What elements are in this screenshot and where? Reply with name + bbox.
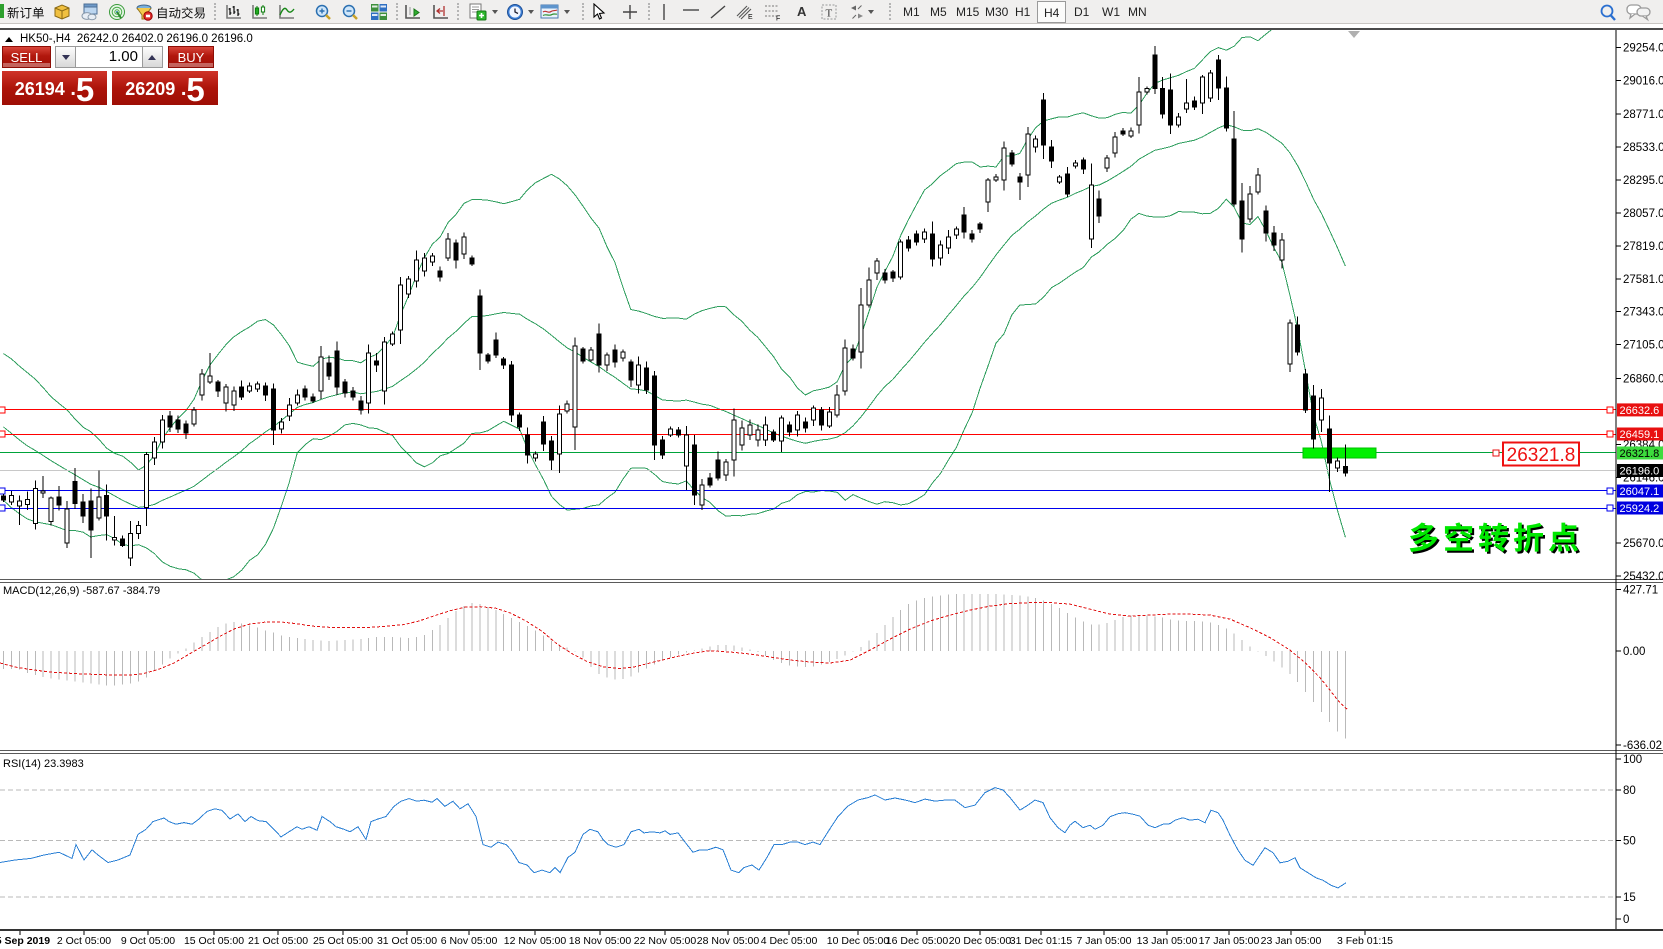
svg-text:28533.0: 28533.0 [1623,142,1663,154]
svg-text:0: 0 [1623,914,1629,926]
svg-text:28 Nov 05:00: 28 Nov 05:00 [697,935,760,947]
svg-text:18 Nov 05:00: 18 Nov 05:00 [569,935,632,947]
svg-text:29254.0: 29254.0 [1623,42,1663,54]
svg-text:28057.0: 28057.0 [1623,208,1663,220]
svg-text:100: 100 [1623,754,1642,766]
svg-text:25924.2: 25924.2 [1620,503,1660,515]
svg-text:26196.0: 26196.0 [1620,466,1660,478]
svg-text:F: F [776,16,780,22]
svg-text:26459.1: 26459.1 [1620,429,1660,441]
svg-text:6 Nov 05:00: 6 Nov 05:00 [441,935,498,947]
svg-text:10 Dec 05:00: 10 Dec 05:00 [827,935,890,947]
svg-text:17 Jan 05:00: 17 Jan 05:00 [1199,935,1260,947]
svg-text:2 Oct 05:00: 2 Oct 05:00 [57,935,111,947]
svg-text:31 Oct 05:00: 31 Oct 05:00 [377,935,437,947]
svg-text:-636.02: -636.02 [1623,740,1662,752]
svg-text:MACD(12,26,9) -587.67 -384.79: MACD(12,26,9) -587.67 -384.79 [3,585,160,597]
svg-text:26321.8: 26321.8 [1620,448,1660,460]
svg-text:26632.6: 26632.6 [1620,405,1660,417]
svg-text:25 Sep 2019: 25 Sep 2019 [0,935,50,947]
svg-text:27819.0: 27819.0 [1623,241,1663,253]
svg-text:25432.0: 25432.0 [1623,571,1663,583]
svg-text:E: E [748,14,753,21]
svg-text:16 Dec 05:00: 16 Dec 05:00 [886,935,949,947]
svg-text:0.00: 0.00 [1623,646,1645,658]
svg-text:3 Feb 01:15: 3 Feb 01:15 [1337,935,1393,947]
svg-text:22 Nov 05:00: 22 Nov 05:00 [634,935,697,947]
svg-text:4 Dec 05:00: 4 Dec 05:00 [761,935,818,947]
svg-text:26047.1: 26047.1 [1620,486,1660,498]
svg-text:23 Jan 05:00: 23 Jan 05:00 [1261,935,1322,947]
svg-text:28295.0: 28295.0 [1623,175,1663,187]
svg-text:27581.0: 27581.0 [1623,274,1663,286]
svg-text:20 Dec 05:00: 20 Dec 05:00 [949,935,1012,947]
svg-text:7 Jan 05:00: 7 Jan 05:00 [1077,935,1132,947]
svg-text:9 Oct 05:00: 9 Oct 05:00 [121,935,175,947]
svg-text:27343.0: 27343.0 [1623,307,1663,319]
svg-text:427.71: 427.71 [1623,585,1658,597]
svg-text:28771.0: 28771.0 [1623,109,1663,121]
svg-text:26860.0: 26860.0 [1623,374,1663,386]
svg-text:25 Oct 05:00: 25 Oct 05:00 [313,935,373,947]
svg-text:RSI(14) 23.3983: RSI(14) 23.3983 [3,758,84,770]
svg-text:12 Nov 05:00: 12 Nov 05:00 [504,935,567,947]
svg-text:15: 15 [1623,892,1636,904]
svg-text:27105.0: 27105.0 [1623,340,1663,352]
svg-text:21 Oct 05:00: 21 Oct 05:00 [248,935,308,947]
svg-text:13 Jan 05:00: 13 Jan 05:00 [1137,935,1198,947]
svg-text:15 Oct 05:00: 15 Oct 05:00 [184,935,244,947]
svg-text:50: 50 [1623,836,1636,848]
svg-text:29016.0: 29016.0 [1623,75,1663,87]
svg-text:31 Dec 01:15: 31 Dec 01:15 [1010,935,1073,947]
svg-text:25670.0: 25670.0 [1623,538,1663,550]
svg-text:T: T [826,8,833,20]
svg-text:26321.8: 26321.8 [1507,445,1576,466]
svg-text:80: 80 [1623,785,1636,797]
